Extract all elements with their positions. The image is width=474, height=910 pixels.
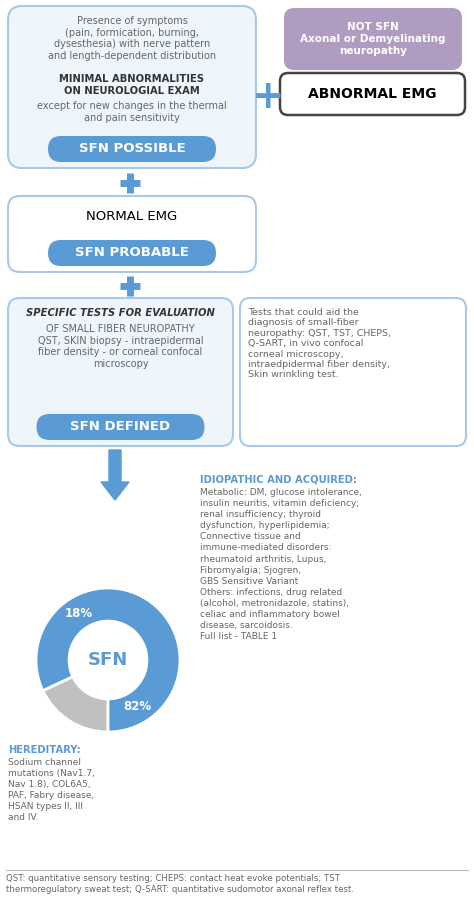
FancyBboxPatch shape	[280, 73, 465, 115]
Text: +: +	[252, 78, 284, 116]
Text: except for new changes in the thermal
and pain sensitivity: except for new changes in the thermal an…	[37, 101, 227, 123]
Text: Metabolic: DM, glucose intolerance,
insulin neuritis, vitamin deficiency;
renal : Metabolic: DM, glucose intolerance, insu…	[200, 488, 362, 642]
Wedge shape	[36, 588, 180, 732]
Circle shape	[68, 620, 148, 701]
FancyArrow shape	[101, 450, 129, 500]
Text: IDIOPATHIC AND ACQUIRED:: IDIOPATHIC AND ACQUIRED:	[200, 475, 357, 485]
Text: Tests that could aid the
diagnosis of small-fiber
neuropathy: QST, TST, CHEPS,
Q: Tests that could aid the diagnosis of sm…	[248, 308, 391, 379]
Text: SFN POSSIBLE: SFN POSSIBLE	[79, 143, 185, 156]
Text: 18%: 18%	[64, 607, 93, 621]
Text: SFN PROBABLE: SFN PROBABLE	[75, 247, 189, 259]
FancyBboxPatch shape	[36, 414, 204, 440]
FancyBboxPatch shape	[8, 196, 256, 272]
Text: Sodium channel
mutations (Nav1.7,
Nav 1.8), COL6A5,
PAF, Fabry disease,
HSAN typ: Sodium channel mutations (Nav1.7, Nav 1.…	[8, 758, 95, 823]
Text: SFN DEFINED: SFN DEFINED	[71, 420, 171, 433]
Text: ABNORMAL EMG: ABNORMAL EMG	[308, 87, 437, 101]
Text: SPECIFIC TESTS FOR EVALUATION: SPECIFIC TESTS FOR EVALUATION	[26, 308, 215, 318]
FancyBboxPatch shape	[240, 298, 466, 446]
FancyBboxPatch shape	[48, 240, 216, 266]
Text: QST: quantitative sensory testing; CHEPS: contact heat evoke potentials; TST
the: QST: quantitative sensory testing; CHEPS…	[6, 874, 354, 895]
FancyBboxPatch shape	[284, 8, 462, 70]
FancyBboxPatch shape	[8, 298, 233, 446]
Text: HEREDITARY:: HEREDITARY:	[8, 745, 81, 755]
Text: 82%: 82%	[123, 700, 151, 713]
Wedge shape	[43, 660, 108, 732]
FancyBboxPatch shape	[48, 136, 216, 162]
Text: NORMAL EMG: NORMAL EMG	[86, 210, 178, 223]
FancyBboxPatch shape	[8, 6, 256, 168]
Text: MINIMAL ABNORMALITIES
ON NEUROLOGIAL EXAM: MINIMAL ABNORMALITIES ON NEUROLOGIAL EXA…	[60, 74, 204, 96]
Text: OF SMALL FIBER NEUROPATHY
QST, SKIN biopsy - intraepidermal
fiber density - or c: OF SMALL FIBER NEUROPATHY QST, SKIN biop…	[38, 324, 203, 369]
Text: Presence of symptoms
(pain, formication, burning,
dysesthesia) with nerve patter: Presence of symptoms (pain, formication,…	[48, 16, 216, 61]
Text: NOT SFN
Axonal or Demyelinating
neuropathy: NOT SFN Axonal or Demyelinating neuropat…	[300, 23, 446, 56]
Text: SFN: SFN	[88, 651, 128, 669]
